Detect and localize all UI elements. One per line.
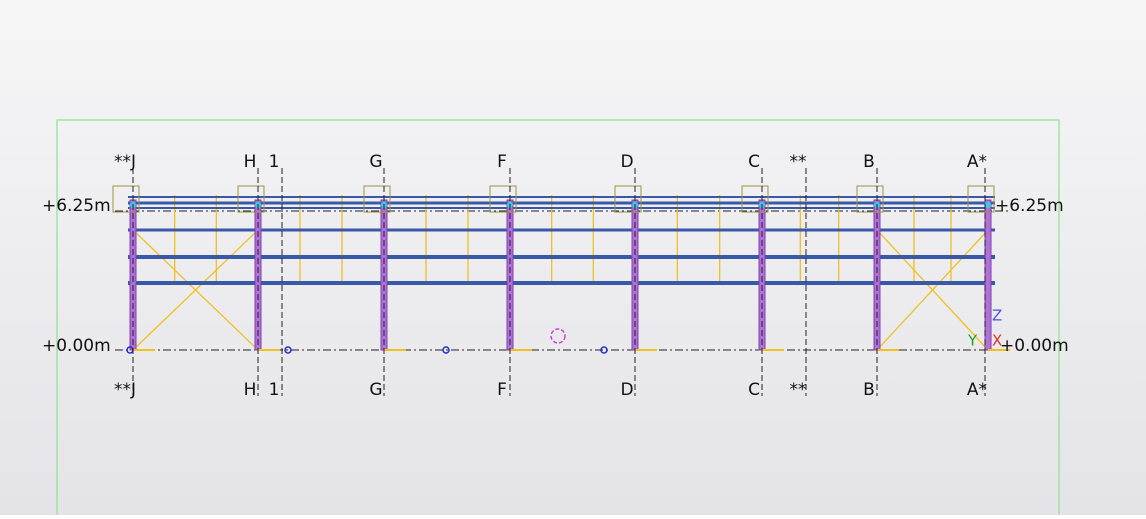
grid-label: A* [967, 152, 987, 172]
connection [489, 185, 517, 213]
grid-label: D [620, 152, 633, 172]
connection [967, 185, 995, 213]
grid-label: A* [967, 380, 987, 400]
grid-label: G [369, 380, 382, 400]
point [600, 346, 608, 354]
axis-y: Y [967, 332, 978, 350]
point [442, 346, 450, 354]
grid-label: ** [790, 152, 807, 172]
node [985, 202, 991, 208]
axis-z: Z [992, 307, 1002, 325]
brace [132, 229, 259, 351]
connection [363, 185, 391, 213]
level-label: +0.00m [1000, 336, 1069, 356]
grid-label: H [244, 380, 257, 400]
grid-label: F [497, 152, 507, 172]
grid-label: 1 [269, 380, 280, 400]
axis-x: X [992, 332, 1002, 350]
grid-label: B [863, 152, 875, 172]
grid-label: **J [114, 152, 136, 172]
connection [614, 185, 642, 213]
grid-label: F [497, 380, 507, 400]
level-label: +6.25m [995, 196, 1064, 216]
grid-label: B [863, 380, 875, 400]
point [284, 346, 292, 354]
grid-label: 1 [269, 152, 280, 172]
grid-label: ** [790, 380, 807, 400]
connection [856, 185, 884, 213]
level-label: +0.00m [42, 336, 111, 356]
connection [112, 185, 140, 213]
level-label: +6.25m [42, 196, 111, 216]
grid-label: G [369, 152, 382, 172]
brace [876, 229, 989, 351]
grid-label: C [748, 152, 760, 172]
grid-label: D [620, 380, 633, 400]
grid-label: C [748, 380, 760, 400]
connection [741, 185, 769, 213]
work-area [56, 119, 1060, 519]
rotate-center [550, 328, 566, 344]
column [984, 199, 992, 351]
grid-label: H [244, 152, 257, 172]
connection [237, 185, 265, 213]
grid-label: **J [114, 380, 136, 400]
